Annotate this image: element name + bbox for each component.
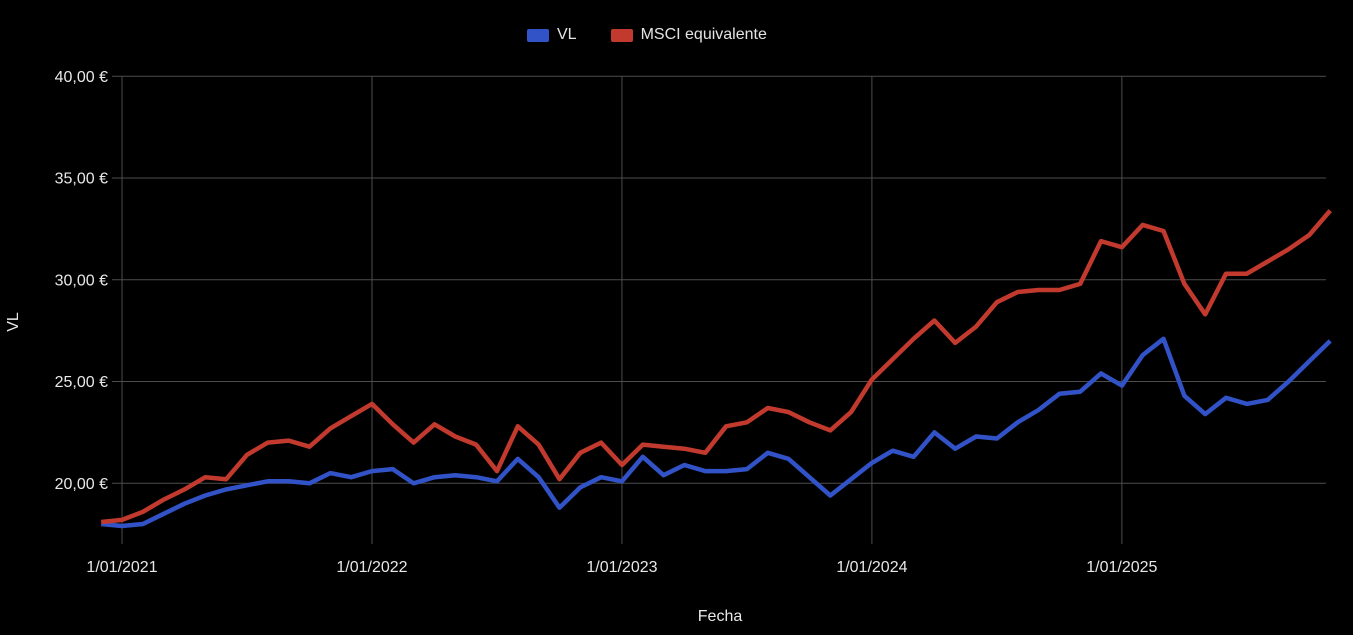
x-tick-label: 1/01/2024 bbox=[836, 559, 907, 576]
msci-series-swatch bbox=[610, 28, 633, 42]
vl-series-label: VL bbox=[557, 26, 577, 43]
legend-item-vl: VL bbox=[527, 26, 577, 44]
y-tick-label: 25,00 € bbox=[55, 374, 108, 391]
x-tick-label: 1/01/2023 bbox=[586, 559, 657, 576]
vl-series-swatch bbox=[527, 28, 549, 42]
x-tick-label: 1/01/2025 bbox=[1086, 559, 1157, 576]
x-axis-title: Fecha bbox=[697, 608, 743, 625]
y-axis-title: VL bbox=[5, 312, 22, 332]
series-line-msci-equivalente[interactable] bbox=[100, 209, 1332, 525]
legend-item-msci: MSCI equivalente bbox=[610, 26, 767, 44]
y-tick-label: 20,00 € bbox=[55, 476, 108, 493]
series-line-vl[interactable] bbox=[100, 336, 1332, 529]
y-tick-label: 30,00 € bbox=[55, 272, 108, 289]
chart-legend: VL MSCI equivalente bbox=[527, 26, 767, 44]
x-tick-label: 1/01/2021 bbox=[86, 559, 157, 576]
y-tick-label: 40,00 € bbox=[55, 69, 108, 86]
msci-series-label: MSCI equivalente bbox=[640, 26, 767, 43]
x-tick-label: 1/01/2022 bbox=[336, 559, 407, 576]
y-tick-label: 35,00 € bbox=[55, 171, 108, 188]
